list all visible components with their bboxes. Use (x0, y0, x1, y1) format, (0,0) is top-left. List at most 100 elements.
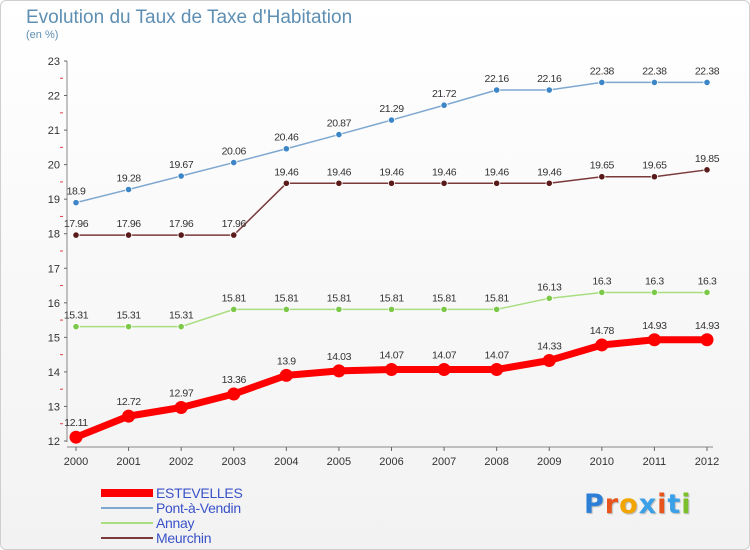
y-tick-label: 20 (48, 160, 60, 172)
data-label-estevelles: 14.07 (485, 349, 510, 361)
legend-label: Annay (156, 514, 195, 531)
series-point-annay (545, 294, 553, 302)
data-label-estevelles: 14.78 (590, 325, 615, 337)
series-point-estevelles (69, 430, 83, 444)
legend-swatch (101, 506, 153, 509)
chart-title: Evolution du Taux de Taxe d'Habitation (26, 7, 353, 28)
series-point-estevelles (700, 333, 714, 347)
series-point-estevelles (647, 333, 661, 347)
series-point-pont-vendin (493, 86, 501, 94)
legend-swatch (101, 488, 153, 497)
series-point-pont-vendin (598, 78, 606, 87)
logo-letter: r (604, 489, 620, 520)
series-point-meurchin (650, 173, 659, 181)
x-tick-label: 2003 (222, 456, 246, 468)
series-point-estevelles (279, 368, 293, 382)
x-tick-label: 2008 (484, 456, 508, 468)
legend-label: Meurchin (156, 529, 212, 546)
data-label-estevelles: 13.36 (222, 374, 247, 386)
data-label-annay: 15.81 (274, 292, 299, 304)
data-label-meurchin: 19.46 (485, 166, 510, 178)
data-label-pont-vendin: 22.16 (537, 73, 562, 85)
y-tick-label: 23 (48, 56, 60, 68)
series-point-estevelles (595, 338, 609, 352)
logo-letter: x (638, 489, 658, 520)
data-label-estevelles: 12.72 (116, 396, 141, 408)
series-point-pont-vendin (72, 199, 80, 207)
data-label-meurchin: 17.96 (116, 218, 141, 230)
data-label-annay: 15.31 (169, 310, 194, 322)
series-point-pont-vendin (703, 78, 711, 87)
series-point-estevelles (490, 362, 504, 376)
series-point-estevelles (542, 354, 556, 368)
data-label-meurchin: 19.46 (379, 166, 404, 178)
series-point-meurchin (545, 179, 553, 187)
data-label-meurchin: 19.46 (432, 166, 457, 178)
series-point-estevelles (227, 387, 241, 401)
y-tick-label: 16 (48, 298, 60, 310)
data-label-estevelles: 12.11 (64, 417, 88, 429)
legend-item: ESTEVELLES (101, 485, 243, 501)
data-label-annay: 16.13 (537, 281, 562, 293)
data-label-estevelles: 12.97 (169, 387, 194, 399)
legend-label: Pont-à-Vendin (156, 499, 241, 516)
chart-unit: (en %) (26, 29, 59, 41)
series-point-pont-vendin (387, 116, 396, 124)
data-label-meurchin: 19.65 (642, 160, 667, 172)
data-label-meurchin: 17.96 (222, 218, 247, 230)
series-point-estevelles (174, 400, 188, 414)
data-label-pont-vendin: 22.16 (485, 73, 510, 85)
series-point-meurchin (177, 231, 185, 239)
series-point-pont-vendin (124, 185, 133, 194)
series-point-annay (493, 305, 501, 313)
series-point-estevelles (332, 364, 346, 378)
series-point-estevelles (122, 409, 136, 423)
data-label-meurchin: 17.96 (169, 218, 194, 230)
data-label-meurchin: 19.65 (590, 160, 615, 172)
data-label-pont-vendin: 22.38 (590, 65, 615, 77)
x-tick-label: 2010 (590, 456, 614, 468)
y-tick-label: 19 (48, 194, 60, 206)
series-point-annay (335, 305, 343, 313)
data-label-annay: 15.31 (64, 310, 89, 322)
series-point-meurchin (493, 179, 501, 187)
proxiti-logo: Proxiti (584, 489, 692, 520)
y-tick-label: 17 (48, 263, 60, 275)
data-label-pont-vendin: 21.72 (432, 88, 457, 100)
data-label-annay: 15.81 (432, 292, 457, 304)
logo-letter: o (619, 489, 639, 520)
logo-letter: t (667, 489, 682, 520)
series-point-annay (598, 288, 606, 297)
data-label-pont-vendin: 19.67 (169, 159, 194, 171)
series-point-annay (387, 305, 396, 313)
logo-letter: i (657, 489, 668, 520)
x-tick-label: 2001 (116, 456, 140, 468)
series-point-meurchin (72, 231, 80, 239)
series-point-pont-vendin (545, 86, 553, 94)
series-point-estevelles (437, 362, 451, 376)
x-tick-label: 2007 (432, 456, 456, 468)
legend-item: Meurchin (101, 529, 243, 546)
y-tick-label: 12 (48, 436, 60, 448)
data-label-pont-vendin: 20.87 (327, 118, 352, 130)
data-label-annay: 15.81 (379, 292, 404, 304)
data-label-pont-vendin: 21.29 (379, 103, 404, 115)
data-label-annay: 15.81 (327, 292, 352, 304)
logo-letter: i (681, 489, 692, 520)
data-label-meurchin: 19.46 (274, 166, 299, 178)
x-tick-label: 2002 (169, 456, 193, 468)
data-label-pont-vendin: 22.38 (695, 65, 720, 77)
logo-letter: P (584, 489, 605, 520)
legend: ESTEVELLES Pont-à-Vendin Annay Meurchin (101, 485, 243, 546)
series-point-estevelles (385, 362, 398, 376)
data-label-pont-vendin: 20.46 (274, 132, 299, 144)
series-point-annay (440, 305, 448, 313)
series-point-pont-vendin (177, 172, 185, 180)
series-point-annay (230, 305, 238, 313)
data-label-annay: 15.81 (222, 292, 247, 304)
x-tick-label: 2006 (379, 456, 403, 468)
series-point-annay (124, 323, 133, 331)
data-label-estevelles: 14.33 (537, 341, 562, 353)
series-point-meurchin (598, 173, 606, 181)
